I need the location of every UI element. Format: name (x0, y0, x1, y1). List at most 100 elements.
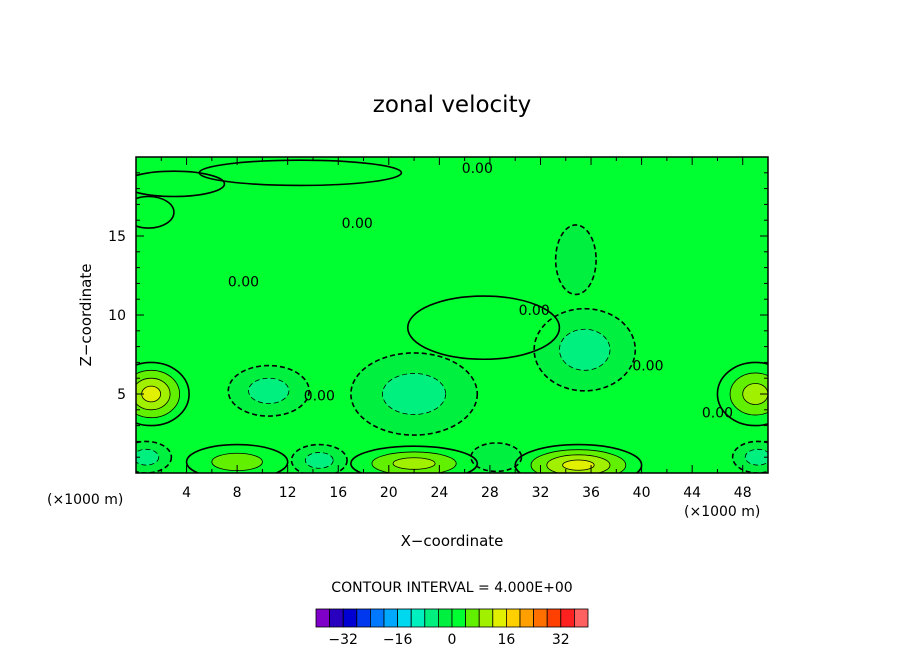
x-tick-label: 8 (233, 485, 242, 501)
contour-label: 0.00 (519, 303, 550, 319)
contour-fill-region (562, 459, 595, 471)
colorbar-swatch (437, 608, 453, 628)
negative-contour-line (350, 352, 479, 436)
x-tick-label: 24 (430, 485, 448, 501)
colorbar-tick-label: 16 (497, 632, 515, 648)
colorbar-swatch (329, 608, 344, 628)
positive-contour-line (136, 361, 190, 427)
contour-fill-region (470, 442, 522, 472)
contour-fill-region (136, 171, 225, 197)
positive-contour-line (136, 170, 226, 198)
contour-fill-region (742, 383, 768, 405)
contour-fill-region (559, 329, 610, 371)
negative-contour-line (533, 307, 637, 392)
negative-contour-line (248, 377, 290, 404)
positive-contour-line (136, 195, 175, 229)
colorbar-swatch (356, 608, 371, 628)
positive-contour-line (716, 361, 768, 427)
x-axis-ticks: 4 8 12 16 20 24 28 32 36 40 44 48 (160, 157, 752, 501)
colorbar-swatch (574, 608, 589, 628)
negative-contour-line (554, 224, 597, 296)
negative-contour-line (136, 440, 173, 473)
positive-contour-line (406, 295, 561, 361)
colorbar: −32 −16 0 16 32 (315, 608, 589, 648)
x-tick-label: 16 (329, 485, 347, 501)
negative-contour-line (290, 443, 348, 473)
negative-contour-line (744, 448, 768, 466)
y-axis-ticks: 5 10 15 (108, 172, 768, 458)
positive-contour-line (350, 445, 479, 473)
contour-label: 0.00 (228, 275, 259, 291)
x-tick-label: 20 (380, 485, 398, 501)
x-tick-label: 40 (633, 485, 651, 501)
positive-contour-line (185, 443, 289, 473)
contour-interval-label: CONTOUR INTERVAL = 4.000E+00 (331, 580, 572, 596)
positive-contour-line (136, 369, 180, 419)
x-unit-right: (×1000 m) (684, 504, 760, 520)
contour-fill-region (407, 296, 560, 360)
colorbar-swatch (560, 608, 575, 628)
contour-label: 0.00 (632, 358, 663, 374)
contour-fill-region (141, 386, 161, 402)
contour-fill-region (211, 453, 263, 471)
positive-contour-line (729, 372, 768, 416)
negative-contour-line (731, 440, 768, 473)
colorbar-swatch (492, 608, 507, 628)
contour-label: 0.00 (702, 406, 733, 422)
colorbar-swatch (397, 608, 412, 628)
colorbar-swatch (546, 608, 562, 628)
negative-contour-line (559, 328, 611, 371)
x-tick-label: 44 (683, 485, 701, 501)
contour-lines (136, 159, 768, 473)
positive-contour-line (136, 377, 171, 411)
negative-contour-line (304, 452, 334, 469)
contour-label: 0.00 (462, 161, 493, 177)
negative-contour-line (382, 373, 447, 415)
colorbar-swatch (505, 608, 521, 628)
negative-contour-line (136, 448, 160, 466)
colorbar-swatch (369, 608, 385, 628)
colorbar-tick-label: −32 (328, 632, 358, 648)
contour-fill-region (382, 373, 446, 415)
chart-title: zonal velocity (373, 92, 531, 118)
y-tick-label: 5 (117, 387, 126, 403)
contour-fill-region (136, 196, 174, 229)
colorbar-swatch (451, 608, 467, 628)
contour-fill-region (555, 224, 597, 295)
colorbar-swatch (383, 608, 399, 628)
colorbar-swatch (465, 608, 480, 628)
colorbar-swatch (315, 608, 331, 628)
y-tick-label: 15 (108, 229, 126, 245)
contour-label: 0.00 (304, 388, 335, 404)
positive-contour-line (371, 451, 457, 473)
colorbar-swatch (410, 608, 426, 628)
colorbar-swatch (478, 608, 494, 628)
x-tick-label: 4 (182, 485, 191, 501)
contour-label: 0.00 (342, 216, 373, 232)
positive-contour-line (546, 454, 611, 473)
colorbar-tick-label: −16 (383, 632, 413, 648)
contour-fill-region (199, 160, 402, 186)
colorbar-tick-label: 0 (448, 632, 457, 648)
x-axis-label: X−coordinate (401, 532, 504, 550)
contour-fill-region (393, 457, 436, 470)
y-axis-label: Z−coordinate (77, 264, 95, 367)
contour-fill-region (136, 449, 159, 466)
contour-fill-region (248, 378, 289, 404)
positive-contour-line (562, 459, 595, 471)
contour-fill-region (745, 449, 768, 466)
negative-contour-line (470, 442, 523, 473)
x-unit-left: (×1000 m) (47, 492, 123, 508)
negative-contour-line (227, 364, 310, 417)
x-tick-label: 28 (481, 485, 499, 501)
x-tick-label: 36 (582, 485, 600, 501)
colorbar-swatch (424, 608, 439, 628)
colorbar-tick-label: 32 (552, 632, 570, 648)
contour-labels: 0.00 0.00 0.00 0.00 0.00 0.00 0.00 (228, 161, 733, 422)
colorbar-swatch (342, 608, 358, 628)
x-tick-label: 12 (279, 485, 297, 501)
contour-fill-region (305, 452, 334, 469)
x-tick-label: 48 (734, 485, 752, 501)
x-tick-label: 32 (532, 485, 550, 501)
